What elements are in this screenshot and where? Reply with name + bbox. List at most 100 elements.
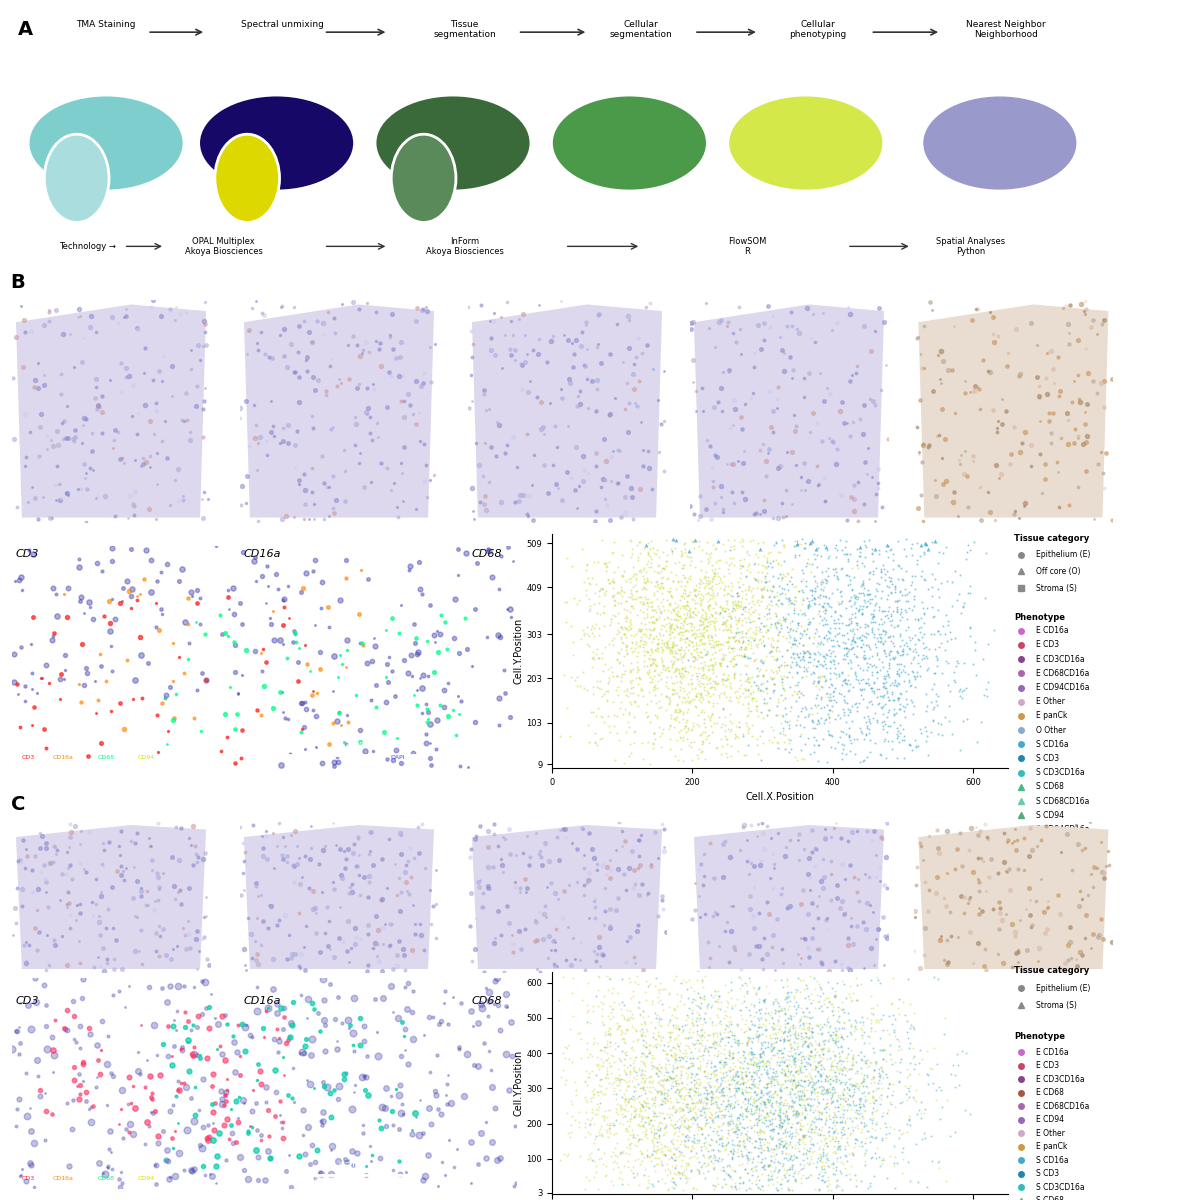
Point	[790, 1064, 809, 1084]
Point	[863, 682, 882, 701]
Point	[785, 1093, 804, 1112]
Point	[799, 1088, 818, 1108]
Point	[750, 540, 769, 559]
Point	[763, 1093, 782, 1112]
Point	[808, 587, 827, 606]
Point	[691, 1027, 710, 1046]
Point	[833, 722, 852, 742]
Point	[769, 1081, 788, 1100]
Point	[720, 586, 739, 605]
Point	[793, 1091, 812, 1110]
Point	[782, 1093, 802, 1112]
Point	[640, 612, 659, 631]
Point	[761, 1090, 780, 1109]
Point	[740, 1051, 760, 1070]
Point	[577, 1033, 596, 1052]
Point	[691, 1138, 710, 1157]
Point	[785, 1049, 804, 1068]
Point	[878, 628, 898, 647]
Point	[694, 1009, 713, 1028]
Point	[796, 1135, 815, 1154]
Point	[595, 554, 614, 574]
Point	[859, 530, 878, 550]
Point	[730, 1108, 749, 1127]
Point	[698, 995, 718, 1014]
Point	[704, 1061, 724, 1080]
Point	[622, 587, 641, 606]
Point	[798, 1048, 817, 1067]
Point	[805, 594, 824, 613]
Point	[826, 1062, 845, 1081]
Point	[766, 1024, 785, 1043]
Point	[811, 1060, 830, 1079]
Point	[961, 583, 980, 602]
Point	[700, 1134, 719, 1153]
Point	[898, 695, 917, 714]
Point	[792, 649, 811, 668]
Point	[716, 728, 736, 748]
Point	[823, 686, 842, 706]
Point	[658, 1081, 677, 1100]
Point	[880, 659, 899, 678]
Point	[806, 1057, 826, 1076]
Point	[865, 1128, 884, 1147]
Point	[690, 619, 709, 638]
Point	[686, 634, 706, 653]
Point	[630, 1078, 649, 1097]
Point	[702, 1152, 721, 1171]
Point	[889, 1004, 908, 1024]
Point	[782, 1006, 802, 1025]
Point	[884, 1178, 904, 1198]
Point	[887, 1062, 906, 1081]
Point	[851, 685, 870, 704]
Point	[719, 643, 738, 662]
Point	[821, 647, 840, 666]
Point	[835, 1158, 854, 1177]
Point	[761, 608, 780, 628]
Point	[785, 1070, 804, 1090]
Point	[816, 1069, 835, 1088]
Point	[852, 1072, 871, 1091]
Point	[842, 1144, 862, 1163]
Point	[736, 680, 755, 700]
Point	[634, 1054, 653, 1073]
Point	[827, 558, 846, 577]
Point	[856, 648, 875, 667]
Point	[649, 564, 668, 583]
Point	[673, 971, 692, 990]
Point	[733, 1046, 752, 1066]
Point	[654, 600, 673, 619]
Point	[700, 574, 719, 593]
Point	[842, 1046, 862, 1066]
Point	[643, 1078, 662, 1097]
Point	[768, 1103, 787, 1122]
Point	[667, 610, 686, 629]
Point	[692, 1102, 712, 1121]
Point	[798, 599, 817, 618]
Point	[670, 624, 689, 643]
Point	[850, 629, 869, 648]
Point	[875, 1151, 894, 1170]
Point	[835, 1139, 854, 1158]
Point	[757, 694, 776, 713]
Point	[827, 973, 846, 992]
Point	[862, 998, 881, 1018]
Point	[829, 1037, 848, 1056]
Point	[667, 1008, 686, 1027]
Point	[876, 694, 895, 713]
Point	[889, 643, 908, 662]
Point	[722, 1142, 742, 1162]
Point	[714, 1158, 733, 1177]
Point	[688, 1069, 707, 1088]
Point	[785, 1079, 804, 1098]
Point	[643, 734, 662, 754]
Point	[600, 1009, 619, 1028]
Point	[775, 612, 794, 631]
Point	[809, 1045, 828, 1064]
Point	[684, 1070, 703, 1090]
Point	[638, 596, 658, 616]
Point	[865, 1054, 884, 1073]
Point	[769, 1105, 788, 1124]
Point	[701, 1140, 720, 1159]
Point	[713, 1126, 732, 1145]
